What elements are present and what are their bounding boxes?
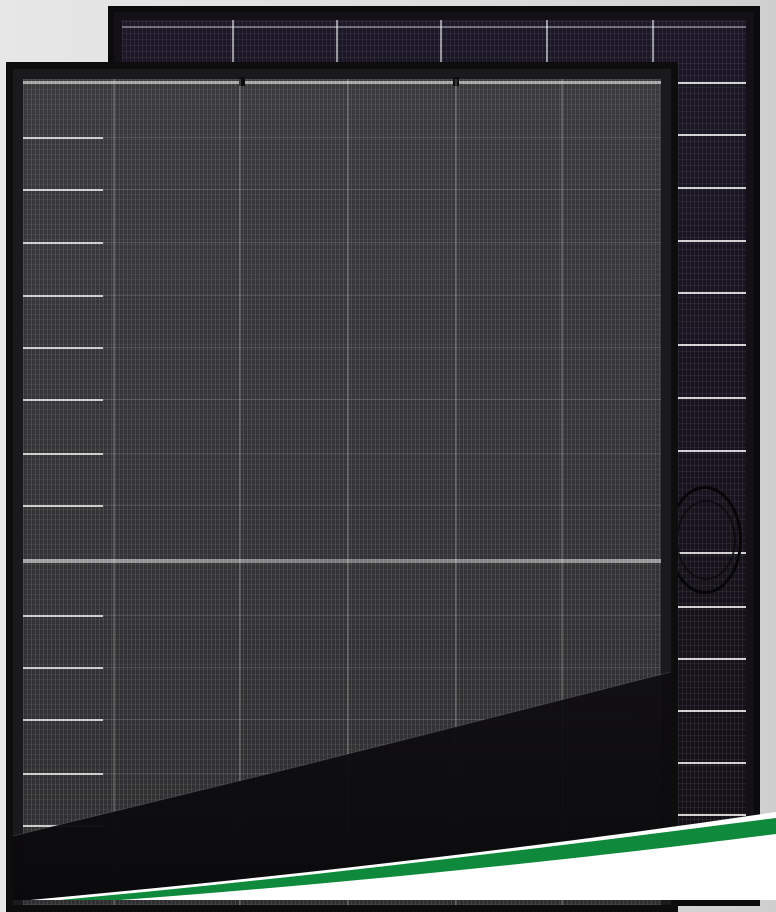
front-panel-row-line <box>23 242 103 244</box>
front-panel-row-line <box>103 137 661 138</box>
back-panel-row-line <box>674 450 746 452</box>
front-panel-center-busbar <box>23 559 661 563</box>
front-panel-busbar <box>113 79 115 905</box>
front-panel-top-tick <box>453 77 459 86</box>
back-panel-row-line <box>674 814 746 816</box>
front-panel-busbar <box>561 79 563 905</box>
front-panel-row-line <box>103 295 661 296</box>
back-panel-row-line <box>674 710 746 712</box>
back-panel-row-line <box>674 134 746 136</box>
front-panel-row-line <box>103 773 661 774</box>
front-panel-cells <box>23 79 661 905</box>
front-panel-busbar <box>239 79 241 905</box>
front-panel-row-line <box>23 825 103 827</box>
back-panel-row-line <box>674 240 746 242</box>
front-panel-row-line <box>23 189 103 191</box>
back-panel-row-line <box>674 82 746 84</box>
back-panel-row-line <box>674 344 746 346</box>
front-solar-panel <box>6 62 678 912</box>
back-panel-row-line <box>674 606 746 608</box>
junction-cable <box>676 500 736 580</box>
front-panel-row-line <box>23 399 103 401</box>
front-panel-row-line <box>103 615 661 616</box>
back-panel-row-line <box>674 658 746 660</box>
front-panel-row-line <box>103 347 661 348</box>
back-panel-row-line <box>674 292 746 294</box>
front-panel-row-line <box>103 719 661 720</box>
front-panel-row-line <box>103 825 661 826</box>
front-panel-row-line <box>23 615 103 617</box>
back-panel-row-line <box>674 762 746 764</box>
front-panel-row-line <box>103 505 661 506</box>
front-panel-top-busbar <box>23 81 661 84</box>
front-panel-top-tick <box>239 77 245 86</box>
front-panel-row-line <box>103 399 661 400</box>
front-panel-row-line <box>103 189 661 190</box>
front-panel-row-line <box>103 453 661 454</box>
front-panel-row-line <box>23 719 103 721</box>
front-panel-row-line <box>23 505 103 507</box>
back-panel-row-line <box>674 397 746 399</box>
front-panel-row-line <box>103 242 661 243</box>
front-panel-busbar <box>455 79 457 905</box>
front-panel-row-line <box>23 773 103 775</box>
front-panel-row-line <box>23 453 103 455</box>
front-panel-row-line <box>23 667 103 669</box>
front-panel-row-line <box>103 667 661 668</box>
back-panel-top-busbar <box>122 26 746 28</box>
front-panel-row-line <box>23 295 103 297</box>
front-panel-busbar <box>347 79 349 905</box>
front-panel-row-line <box>23 137 103 139</box>
back-panel-row-line <box>674 187 746 189</box>
front-panel-row-line <box>23 347 103 349</box>
